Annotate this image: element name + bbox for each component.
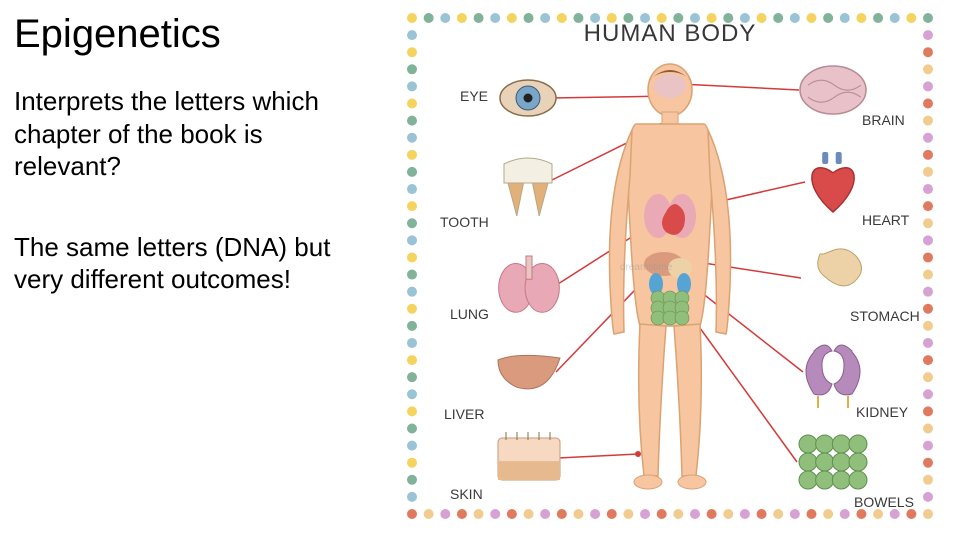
liver-label: LIVER (444, 406, 484, 422)
stomach-label: STOMACH (850, 308, 920, 324)
skin-icon (498, 432, 560, 480)
bowels-icon (798, 434, 868, 490)
heart-label: HEART (862, 212, 909, 228)
tooth-label: TOOTH (440, 214, 489, 230)
stomach-icon (818, 249, 862, 286)
heart-icon (812, 152, 854, 212)
liver-icon (498, 355, 560, 388)
paragraph-2: The same letters (DNA) but very differen… (14, 231, 374, 296)
eye-label: EYE (460, 88, 488, 104)
skin-label: SKIN (450, 486, 483, 502)
brain-label: BRAIN (862, 112, 905, 128)
lung-icon (499, 256, 560, 312)
human-body-diagram: HUMAN BODY dreamstime EYE TOOTH LUNG LIVER S… (400, 6, 940, 526)
eye-icon (500, 80, 556, 116)
paragraph-1: Interprets the letters which chapter of … (14, 85, 374, 183)
page-title: Epigenetics (14, 12, 374, 57)
body-figure (609, 64, 730, 489)
kidney-label: KIDNEY (856, 404, 908, 420)
brain-icon (800, 66, 866, 114)
diagram-title: HUMAN BODY (400, 20, 940, 48)
bowels-label: BOWELS (854, 494, 914, 510)
lung-label: LUNG (450, 306, 489, 322)
kidney-icon (806, 345, 860, 408)
tooth-icon (504, 158, 552, 216)
watermark: dreamstime (620, 262, 672, 273)
